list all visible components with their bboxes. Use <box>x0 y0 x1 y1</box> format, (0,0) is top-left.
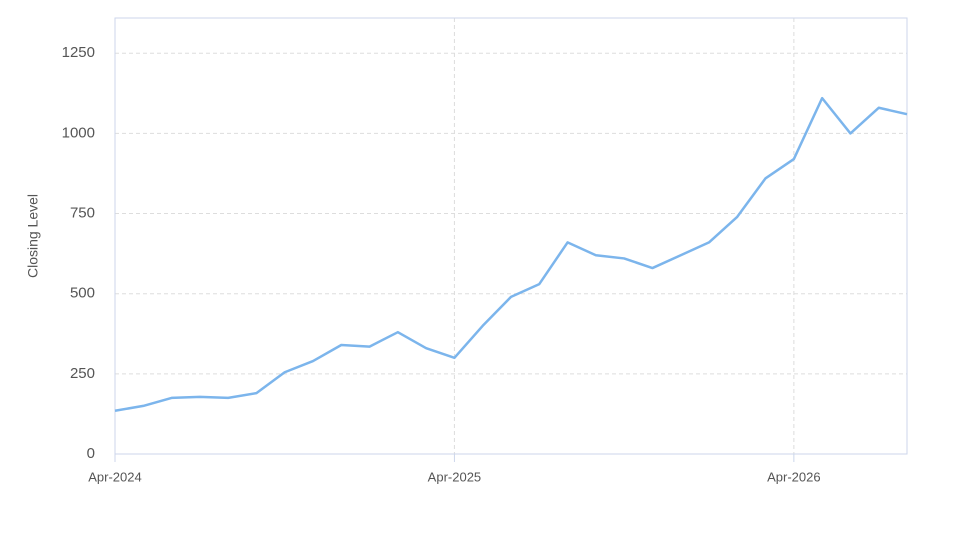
line-series <box>114 96 908 412</box>
y-tick-label: 500 <box>70 285 95 302</box>
x-tick-label: Apr-2026 <box>767 469 820 484</box>
x-tick-label: Apr-2024 <box>88 469 141 484</box>
x-tick-label: Apr-2025 <box>428 469 481 484</box>
y-tick-label: 750 <box>70 205 95 222</box>
y-tick-label: 1250 <box>62 44 95 61</box>
y-axis-label: Closing Level <box>25 194 41 278</box>
y-tick-label: 0 <box>87 445 95 462</box>
y-tick-label: 1000 <box>62 124 95 141</box>
plot-border <box>114 17 908 455</box>
y-tick-label: 250 <box>70 365 95 382</box>
